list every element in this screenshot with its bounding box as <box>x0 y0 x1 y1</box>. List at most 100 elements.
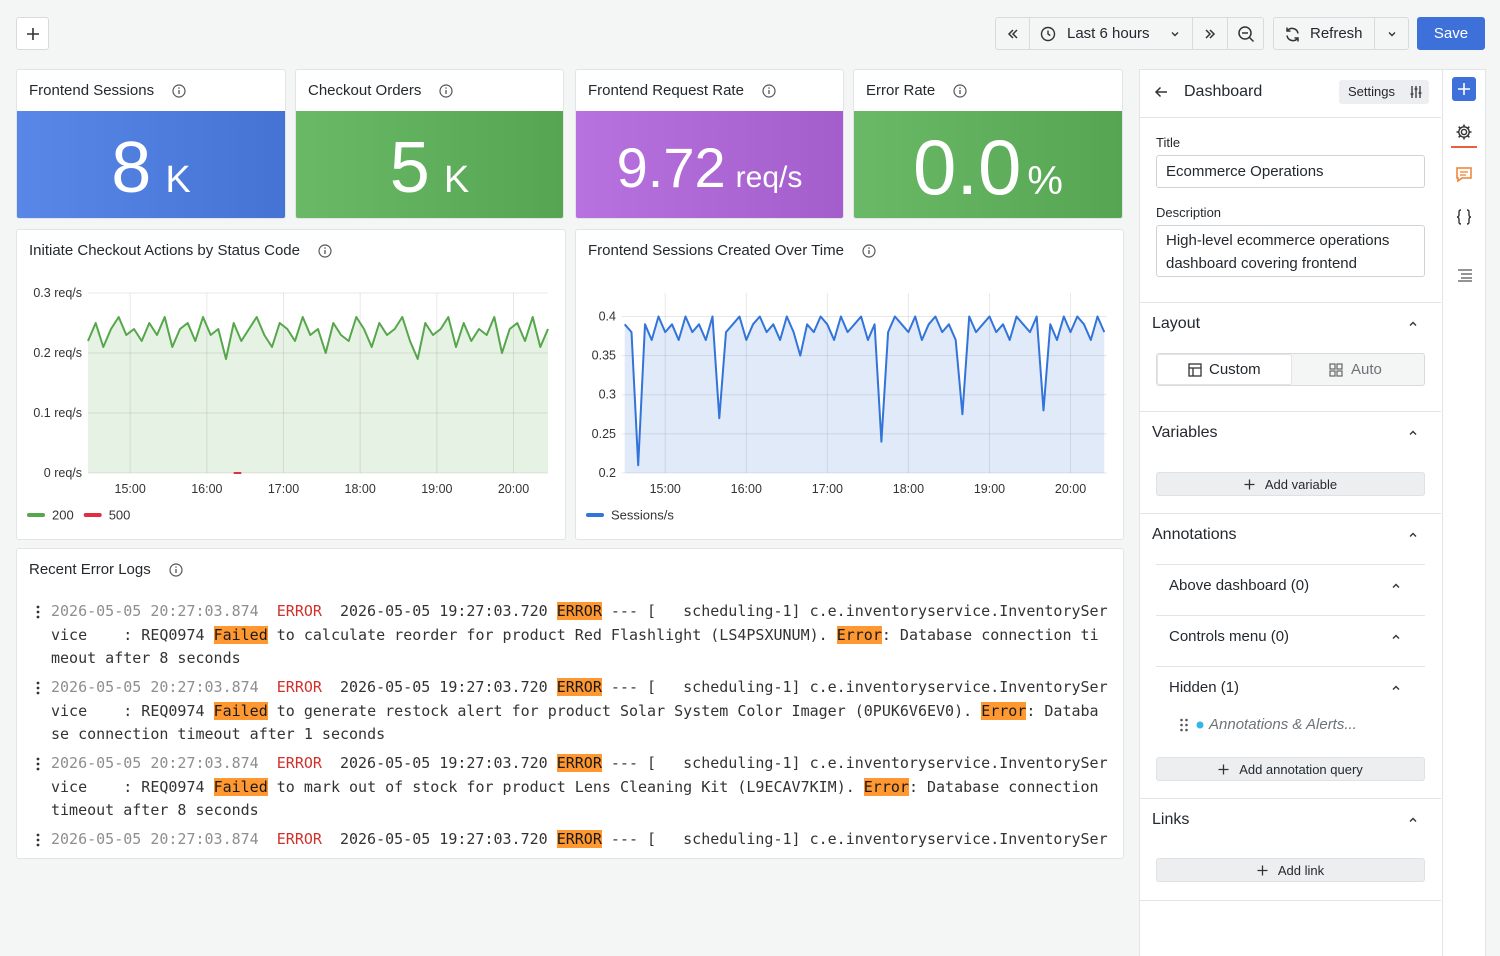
icon-part <box>1180 718 1183 722</box>
log-highlight: Error <box>836 625 882 644</box>
json-icon[interactable] <box>1455 208 1473 226</box>
info-icon[interactable] <box>862 244 876 258</box>
row-menu-icon[interactable] <box>35 680 41 696</box>
save-button[interactable]: Save <box>1417 17 1485 50</box>
chevron-icon[interactable] <box>1408 530 1418 540</box>
add-panel-button[interactable] <box>1452 77 1476 101</box>
divider <box>1192 18 1193 49</box>
info-icon[interactable] <box>318 244 332 258</box>
icon-part <box>27 28 39 40</box>
drag-handle[interactable] <box>1179 717 1189 733</box>
settings-button[interactable]: Settings <box>1339 80 1429 104</box>
log-text: 2026-05-05 19:27:03.720 <box>339 602 557 620</box>
row-menu-icon[interactable] <box>35 604 41 620</box>
section-title[interactable]: Links <box>1152 811 1190 828</box>
sliders-icon <box>1410 86 1422 98</box>
icon-part <box>36 691 40 695</box>
log-text: 2026-05-05 19:27:03.720 <box>339 678 557 696</box>
field-label: Description <box>1156 205 1222 220</box>
stat-unit: req/s <box>735 161 803 194</box>
button-label: Add variable <box>1264 476 1338 492</box>
row-menu-icon[interactable] <box>35 756 41 772</box>
annotation-group[interactable]: Controls menu (0) <box>1169 628 1290 645</box>
row-menu-icon[interactable] <box>35 832 41 848</box>
panel-header: Checkout Orders <box>308 81 453 101</box>
chevron-icon[interactable] <box>1408 428 1418 438</box>
chart-panel: Frontend Sessions Created Over Time <box>575 229 1124 540</box>
chevron-icon[interactable] <box>1391 581 1401 591</box>
info-glyph <box>439 84 453 98</box>
section-title[interactable]: Layout <box>1152 315 1201 332</box>
icon-part <box>36 833 40 837</box>
info-icon[interactable] <box>762 84 776 98</box>
info-icon[interactable] <box>953 84 967 98</box>
annotation-group[interactable]: Above dashboard (0) <box>1169 577 1310 594</box>
info-dot <box>868 247 870 249</box>
right-rail <box>1442 69 1486 956</box>
chevron-icon[interactable] <box>1391 632 1401 642</box>
icon-part <box>1180 728 1183 732</box>
stat-panel: Error Rate 0.0% <box>853 69 1123 219</box>
info-dot <box>174 566 177 568</box>
outline-icon[interactable] <box>1457 268 1473 282</box>
log-level: ERROR <box>276 678 322 696</box>
icon-part <box>1185 723 1188 727</box>
log-highlight: Failed <box>213 625 268 644</box>
section-title[interactable]: Variables <box>1152 424 1218 441</box>
add-link-button[interactable]: Add link <box>1156 858 1425 882</box>
input-value: High-level ecommerce operations dashboar… <box>1166 232 1390 272</box>
log-row[interactable]: 2026-05-05 20:27:03.874 ERROR 2026-05-05 1… <box>36 752 1108 823</box>
stat-unit: % <box>1027 159 1063 203</box>
title-input[interactable]: Ecommerce Operations <box>1156 155 1425 188</box>
toggle-option-selected[interactable]: Custom <box>1158 355 1291 384</box>
log-timestamp: 2026-05-05 20:27:03.874 <box>51 830 259 848</box>
shift-forward-icon[interactable] <box>1203 27 1217 41</box>
shift-back-icon[interactable] <box>1006 27 1020 41</box>
refresh-button[interactable]: Refresh <box>1310 25 1363 42</box>
info-circle <box>169 563 183 577</box>
toggle-label[interactable]: Auto <box>1351 361 1382 378</box>
info-icon[interactable] <box>169 563 183 577</box>
log-row[interactable]: 2026-05-05 20:27:03.874 ERROR 2026-05-05 1… <box>36 828 1108 852</box>
annotation-group[interactable]: Hidden (1) <box>1169 679 1240 696</box>
add-variable-button[interactable]: Add variable <box>1156 472 1425 496</box>
log-level: ERROR <box>276 602 322 620</box>
panel-header: Error Rate <box>866 81 967 101</box>
plus-icon <box>1458 83 1470 95</box>
icon-part <box>1456 167 1472 183</box>
icon-part <box>1047 30 1051 37</box>
chevron-icon[interactable] <box>1408 319 1418 329</box>
add-button[interactable] <box>16 17 49 50</box>
plus-icon <box>1257 865 1268 875</box>
log-row[interactable]: 2026-05-05 20:27:03.874 ERROR 2026-05-05 1… <box>36 600 1108 671</box>
back-icon[interactable] <box>1154 85 1168 99</box>
info-circle <box>862 244 876 258</box>
annotation-item[interactable]: Annotations & Alerts... <box>1209 716 1357 733</box>
icon-part <box>1456 209 1472 225</box>
zoom-out-icon[interactable] <box>1237 25 1255 43</box>
comment-icon[interactable] <box>1455 166 1473 183</box>
stat-value-group: 9.72 req/s <box>617 129 803 200</box>
info-icon[interactable] <box>439 84 453 98</box>
add-annotation-button[interactable]: Add annotation query <box>1156 757 1425 781</box>
info-glyph <box>953 84 967 98</box>
icon-part <box>1218 764 1229 774</box>
plus-icon <box>1244 479 1255 489</box>
log-row[interactable]: 2026-05-05 20:27:03.874 ERROR 2026-05-05 1… <box>36 676 1108 747</box>
chevron-icon[interactable] <box>1391 683 1401 693</box>
settings-icon[interactable] <box>1455 123 1473 141</box>
icon-part <box>1458 83 1470 95</box>
stat-body: 0.0% <box>854 111 1122 218</box>
log-text: --- [ scheduling-1] c.e.inventoryservice… <box>51 678 1108 720</box>
description-input[interactable]: High-level ecommerce operations dashboar… <box>1156 225 1425 277</box>
caret-icon[interactable] <box>1387 29 1397 39</box>
icon-part <box>36 762 40 766</box>
section-title[interactable]: Annotations <box>1152 526 1237 543</box>
info-icon[interactable] <box>172 84 186 98</box>
chevron-icon[interactable] <box>1408 815 1418 825</box>
icon-part <box>36 757 40 761</box>
icon-part <box>1257 865 1268 875</box>
icon-part <box>36 767 40 771</box>
time-range[interactable]: Last 6 hours <box>1067 25 1150 42</box>
